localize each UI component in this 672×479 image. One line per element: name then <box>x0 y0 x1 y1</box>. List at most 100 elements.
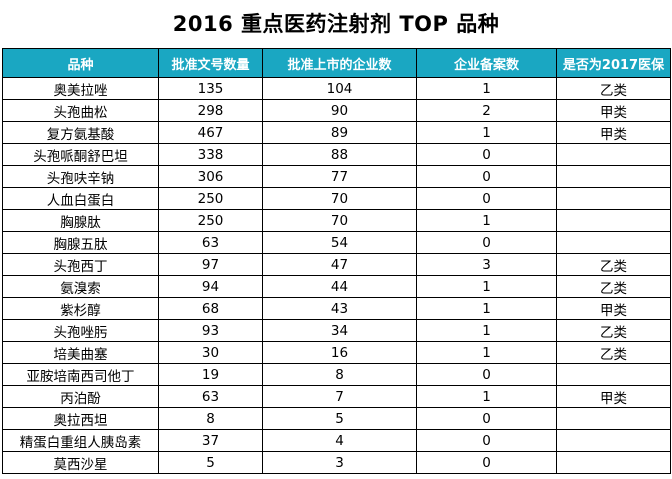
cell-variety: 紫杉醇 <box>2 297 159 320</box>
cell-insurance-2017: 乙类 <box>556 253 671 276</box>
cell-filing-count: 0 <box>416 187 557 210</box>
cell-insurance-2017: 乙类 <box>556 275 671 298</box>
column-header-company-count: 批准上市的企业数 <box>262 48 417 78</box>
cell-filing-count: 1 <box>416 341 557 364</box>
table-row: 亚胺培南西司他丁 19 8 0 <box>2 363 671 386</box>
cell-insurance-2017 <box>556 451 671 474</box>
cell-company-count: 8 <box>262 363 417 386</box>
cell-filing-count: 0 <box>416 165 557 188</box>
cell-variety: 丙泊酚 <box>2 385 159 408</box>
cell-insurance-2017: 甲类 <box>556 297 671 320</box>
cell-insurance-2017 <box>556 407 671 430</box>
cell-variety: 头孢呋辛钠 <box>2 165 159 188</box>
cell-approval-count: 97 <box>158 253 263 276</box>
cell-approval-count: 298 <box>158 99 263 122</box>
cell-approval-count: 37 <box>158 429 263 452</box>
cell-company-count: 77 <box>262 165 417 188</box>
cell-company-count: 104 <box>262 77 417 100</box>
cell-approval-count: 250 <box>158 187 263 210</box>
table-row: 紫杉醇 68 43 1 甲类 <box>2 297 671 320</box>
cell-company-count: 43 <box>262 297 417 320</box>
cell-filing-count: 0 <box>416 143 557 166</box>
cell-insurance-2017 <box>556 231 671 254</box>
cell-insurance-2017: 甲类 <box>556 99 671 122</box>
cell-variety: 胸腺五肽 <box>2 231 159 254</box>
cell-variety: 头孢唑肟 <box>2 319 159 342</box>
cell-insurance-2017 <box>556 165 671 188</box>
cell-approval-count: 467 <box>158 121 263 144</box>
table-row: 头孢西丁 97 47 3 乙类 <box>2 253 671 276</box>
cell-variety: 头孢西丁 <box>2 253 159 276</box>
cell-approval-count: 94 <box>158 275 263 298</box>
cell-filing-count: 1 <box>416 121 557 144</box>
table-row: 奥拉西坦 8 5 0 <box>2 407 671 430</box>
cell-insurance-2017 <box>556 187 671 210</box>
table-row: 头孢哌酮舒巴坦 338 88 0 <box>2 143 671 166</box>
cell-approval-count: 63 <box>158 385 263 408</box>
table-row: 复方氨基酸 467 89 1 甲类 <box>2 121 671 144</box>
cell-insurance-2017: 乙类 <box>556 341 671 364</box>
cell-filing-count: 0 <box>416 451 557 474</box>
table-row: 精蛋白重组人胰岛素 37 4 0 <box>2 429 671 452</box>
cell-approval-count: 5 <box>158 451 263 474</box>
cell-insurance-2017: 乙类 <box>556 319 671 342</box>
cell-approval-count: 250 <box>158 209 263 232</box>
cell-company-count: 3 <box>262 451 417 474</box>
cell-variety: 亚胺培南西司他丁 <box>2 363 159 386</box>
cell-filing-count: 1 <box>416 297 557 320</box>
cell-approval-count: 135 <box>158 77 263 100</box>
cell-filing-count: 1 <box>416 77 557 100</box>
cell-approval-count: 306 <box>158 165 263 188</box>
cell-approval-count: 63 <box>158 231 263 254</box>
cell-variety: 人血白蛋白 <box>2 187 159 210</box>
table-row: 胸腺五肽 63 54 0 <box>2 231 671 254</box>
table-row: 莫西沙星 5 3 0 <box>2 451 671 474</box>
table-row: 胸腺肽 250 70 1 <box>2 209 671 232</box>
cell-variety: 培美曲塞 <box>2 341 159 364</box>
column-header-filing-count: 企业备案数 <box>416 48 557 78</box>
cell-company-count: 88 <box>262 143 417 166</box>
cell-variety: 奥拉西坦 <box>2 407 159 430</box>
table-row: 头孢呋辛钠 306 77 0 <box>2 165 671 188</box>
cell-insurance-2017 <box>556 429 671 452</box>
cell-filing-count: 0 <box>416 429 557 452</box>
cell-approval-count: 93 <box>158 319 263 342</box>
cell-company-count: 4 <box>262 429 417 452</box>
cell-variety: 胸腺肽 <box>2 209 159 232</box>
cell-filing-count: 0 <box>416 407 557 430</box>
page-title: 2016 重点医药注射剂 TOP 品种 <box>172 12 500 36</box>
cell-variety: 精蛋白重组人胰岛素 <box>2 429 159 452</box>
cell-company-count: 34 <box>262 319 417 342</box>
table-row: 培美曲塞 30 16 1 乙类 <box>2 341 671 364</box>
cell-filing-count: 3 <box>416 253 557 276</box>
cell-company-count: 5 <box>262 407 417 430</box>
table-row: 奥美拉唑 135 104 1 乙类 <box>2 77 671 100</box>
table-header-row: 品种 批准文号数量 批准上市的企业数 企业备案数 是否为2017医保 <box>2 48 671 78</box>
cell-company-count: 7 <box>262 385 417 408</box>
cell-filing-count: 1 <box>416 209 557 232</box>
cell-insurance-2017 <box>556 363 671 386</box>
cell-company-count: 70 <box>262 187 417 210</box>
cell-filing-count: 1 <box>416 275 557 298</box>
cell-insurance-2017: 甲类 <box>556 121 671 144</box>
cell-filing-count: 1 <box>416 385 557 408</box>
cell-company-count: 89 <box>262 121 417 144</box>
cell-variety: 奥美拉唑 <box>2 77 159 100</box>
cell-variety: 头孢曲松 <box>2 99 159 122</box>
cell-approval-count: 19 <box>158 363 263 386</box>
cell-company-count: 44 <box>262 275 417 298</box>
cell-approval-count: 8 <box>158 407 263 430</box>
cell-approval-count: 338 <box>158 143 263 166</box>
cell-company-count: 54 <box>262 231 417 254</box>
table-row: 氨溴索 94 44 1 乙类 <box>2 275 671 298</box>
cell-variety: 头孢哌酮舒巴坦 <box>2 143 159 166</box>
data-table: 品种 批准文号数量 批准上市的企业数 企业备案数 是否为2017医保 奥美拉唑 1… <box>2 48 671 474</box>
cell-company-count: 70 <box>262 209 417 232</box>
cell-variety: 复方氨基酸 <box>2 121 159 144</box>
cell-insurance-2017 <box>556 143 671 166</box>
column-header-insurance-2017: 是否为2017医保 <box>556 48 671 78</box>
cell-variety: 氨溴索 <box>2 275 159 298</box>
cell-insurance-2017: 乙类 <box>556 77 671 100</box>
cell-insurance-2017 <box>556 209 671 232</box>
cell-filing-count: 0 <box>416 363 557 386</box>
